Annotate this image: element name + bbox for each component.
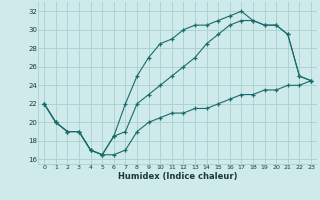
X-axis label: Humidex (Indice chaleur): Humidex (Indice chaleur) xyxy=(118,172,237,181)
